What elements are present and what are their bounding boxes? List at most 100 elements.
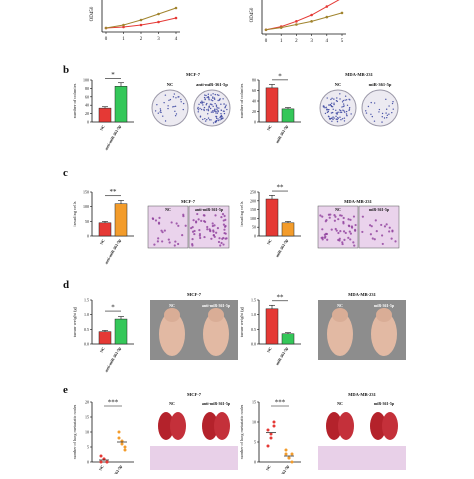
colony-dishes-left-colony (197, 111, 199, 113)
chart-e-right-point (266, 444, 270, 448)
invasion-images-right-cell (333, 214, 336, 217)
colony-dishes-right-colony (341, 106, 343, 108)
colony-dishes-left-colony (210, 99, 213, 101)
chart-d-left-ytick-label: 1.0 (84, 312, 89, 317)
line-chart-left-point (174, 16, 178, 20)
invasion-images-right-cell (370, 225, 373, 228)
colony-dishes-left-colony (204, 120, 207, 122)
colony-dishes-right-colony (335, 115, 337, 118)
invasion-images-left-cell (156, 240, 159, 243)
line-chart-left-xtick-label: 4 (175, 37, 178, 42)
colony-dishes-left-colony (206, 96, 208, 99)
colony-dishes-left-colony (219, 119, 221, 121)
colony-dishes-left-colony (226, 108, 228, 111)
colony-dishes-left-colony (220, 112, 222, 115)
chart-b-left-category-label: anti-miR-361-5p (103, 123, 122, 151)
invasion-images-right-cell (323, 233, 326, 236)
invasion-images-right-cell (349, 232, 352, 235)
colony-dishes-right-colony (328, 104, 330, 106)
chart-d-right-significance: ** (277, 293, 285, 301)
invasion-images-right-cell (337, 218, 340, 221)
lung-photo-left-image-label: anti-miR-361-5p (202, 401, 231, 406)
line-chart-left-point (104, 26, 108, 30)
colony-dishes-left-colony (197, 109, 200, 111)
colony-dishes-left-colony (197, 106, 199, 109)
invasion-images-right-cell (349, 218, 352, 221)
colony-dishes-right-colony (340, 118, 342, 121)
invasion-images-left-cell (153, 243, 156, 246)
colony-dishes-left-colony (207, 93, 210, 95)
colony-dishes-left-colony (175, 97, 177, 99)
chart-e-right-point (272, 420, 276, 424)
chart-b-left-category-label: NC (99, 124, 106, 132)
chart-d-right (257, 299, 301, 345)
invasion-images-left-cell (181, 234, 184, 237)
colony-dishes-left-colony (203, 106, 206, 109)
chart-e-left-ytick-label: 15 (85, 415, 89, 420)
colony-dishes-left-colony (217, 118, 219, 120)
chart-d-right-ylabel: tumor weight (g) (239, 306, 244, 337)
colony-dishes-right-colony (342, 109, 344, 111)
invasion-images-left-cell (184, 224, 187, 227)
colony-dishes-right-colony (383, 117, 386, 119)
chart-b-left-ytick-label: 20 (85, 111, 89, 116)
colony-dishes-left-colony (207, 109, 210, 112)
invasion-images-right-cell (340, 214, 343, 217)
invasion-images-right-cell (349, 238, 352, 241)
chart-e-left-ytick-label: 0 (87, 460, 89, 465)
chart-c-left-ytick-label: 50 (85, 219, 89, 224)
lung-photo-left (150, 400, 238, 470)
invasion-images-right-cell (390, 237, 393, 240)
invasion-images-right-cell (348, 225, 351, 228)
chart-d-right-category-label: miR-361-5p (274, 345, 289, 366)
colony-dishes-left-colony (215, 104, 218, 106)
chart-c-left-ylabel: invading cells (72, 201, 77, 226)
colony-dishes-left-colony (202, 118, 204, 121)
colony-dishes-left-colony (220, 114, 223, 117)
colony-dishes-left-dish (151, 89, 189, 127)
colony-dishes-left-colony (211, 99, 214, 102)
chart-c-right (257, 190, 301, 237)
chart-e-right-point (269, 436, 273, 440)
invasion-images-left-cell (224, 224, 227, 228)
colony-dishes-right-colony (392, 101, 394, 103)
chart-e-right (257, 401, 301, 464)
colony-dishes-right-colony (336, 100, 338, 103)
colony-dishes-right-colony (325, 106, 328, 108)
colony-dishes-right-colony (345, 110, 348, 113)
invasion-images-left-cell (221, 212, 225, 216)
invasion-images-left-cell (193, 232, 196, 236)
invasion-images-right-cell (381, 234, 384, 237)
line-chart-left (101, 0, 180, 34)
colony-dishes-left-colony (180, 98, 182, 101)
line-chart-left-point (122, 25, 125, 29)
colony-dishes-right-colony (373, 102, 376, 104)
invasion-images-left-cell (161, 231, 164, 234)
chart-b-right-ytick-label: 0 (254, 120, 256, 125)
colony-dishes-left-colony (182, 102, 185, 105)
colony-dishes-left-colony (223, 103, 225, 105)
lung-photo-left-image-label: NC (169, 401, 175, 406)
chart-e-right-category-label: NC (265, 464, 272, 472)
invasion-images-left-cell (203, 235, 206, 239)
invasion-images-left-cell (224, 237, 227, 240)
lung-photo-left-lung-lobe (202, 412, 218, 440)
chart-b-right-ytick-label: 20 (252, 109, 256, 114)
invasion-images-left-cell (182, 213, 185, 216)
line-chart-right-point (325, 15, 329, 19)
chart-e-right-category-label: miR-361-5p (275, 463, 290, 474)
colony-dishes-right-colony (331, 106, 334, 108)
invasion-images-left-cell (221, 237, 224, 240)
colony-dishes-left-colony (214, 110, 216, 112)
chart-c-left-bar (114, 203, 128, 237)
invasion-images-right-image-label: miR-361-5p (369, 207, 390, 212)
invasion-images-left-cell (222, 223, 226, 226)
invasion-images-right-cell (380, 223, 383, 227)
chart-c-right-ytick-label: 0 (254, 234, 256, 239)
xenograft-photo-right-image-label: miR-361-5p (374, 303, 395, 308)
colony-dishes-right-colony (336, 118, 338, 121)
invasion-images-left-cell (191, 244, 194, 247)
colony-dishes-left-colony (180, 101, 182, 103)
colony-dishes-right-colony (335, 112, 338, 114)
